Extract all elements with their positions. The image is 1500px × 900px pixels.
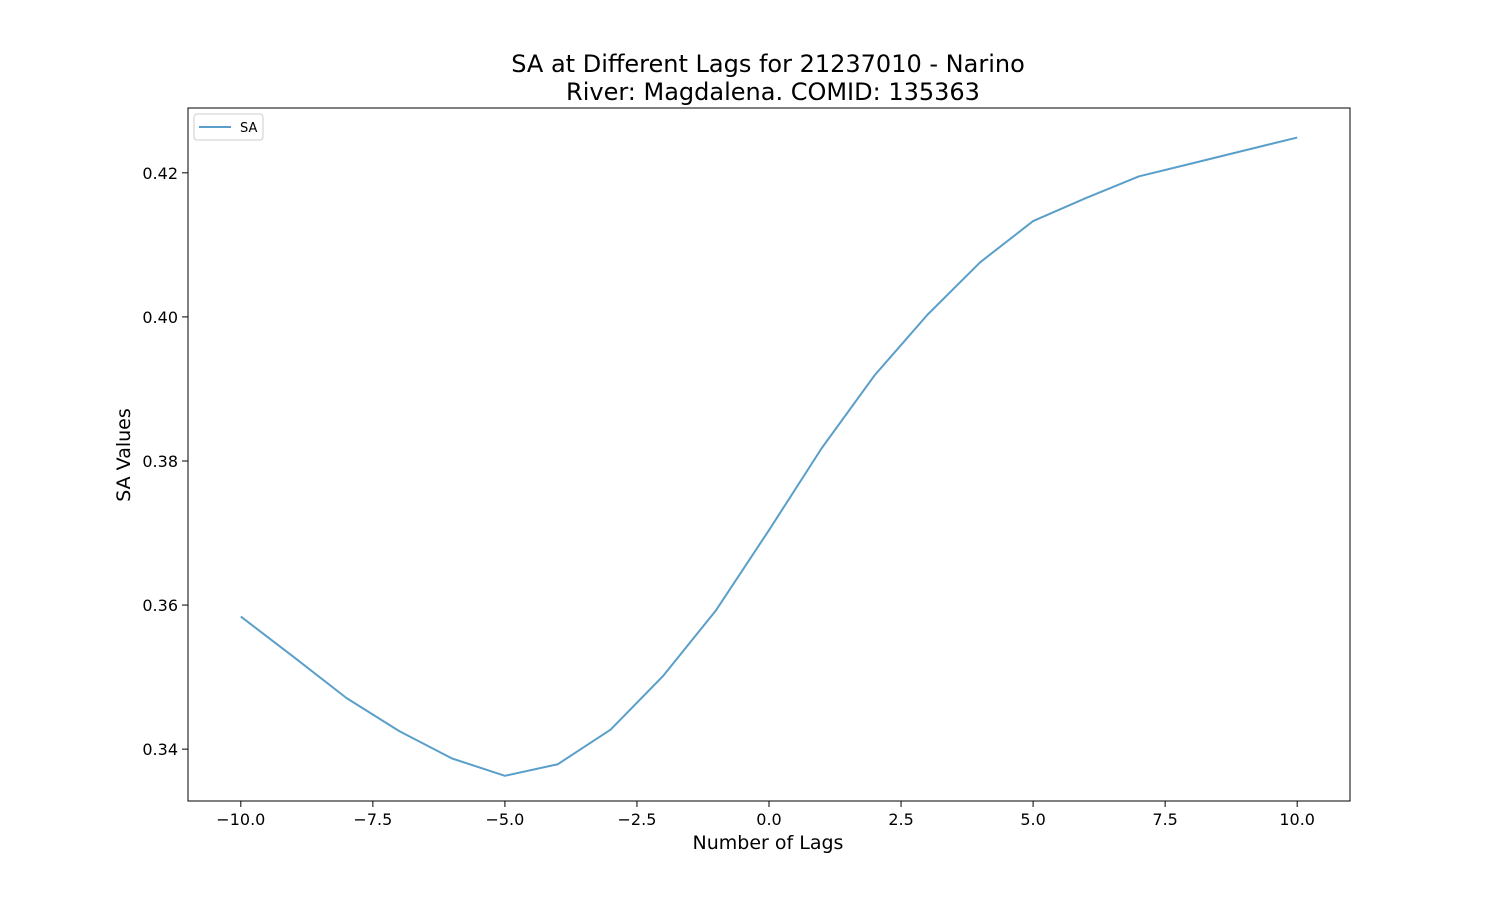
series-line-sa <box>240 136 1298 777</box>
x-axis: −10.0 −7.5 −5.0 −2.5 0.0 2.5 5.0 7.5 10.0 <box>216 801 1315 829</box>
y-axis-label: SA Values <box>113 408 135 502</box>
y-axis: 0.34 0.36 0.38 0.40 0.42 <box>142 164 188 759</box>
x-tick-label: 10.0 <box>1279 810 1315 829</box>
y-tick-label: 0.36 <box>142 596 178 615</box>
chart-title-line-2: River: Magdalena. COMID: 135363 <box>566 78 980 106</box>
x-axis-label: Number of Lags <box>693 832 844 854</box>
chart-title-line-1: SA at Different Lags for 21237010 - Nari… <box>511 50 1025 78</box>
legend: SA <box>193 113 264 141</box>
plot-frame <box>187 107 1351 802</box>
y-tick-label: 0.42 <box>142 164 178 183</box>
x-tick-label: −2.5 <box>618 810 657 829</box>
x-tick-label: 7.5 <box>1152 810 1177 829</box>
legend-entry: SA <box>240 121 257 136</box>
plot-area <box>187 107 1351 802</box>
y-tick-label: 0.34 <box>142 740 178 759</box>
x-tick-label: −5.0 <box>485 810 524 829</box>
y-tick-label: 0.40 <box>142 308 178 327</box>
x-tick-label: 2.5 <box>888 810 913 829</box>
x-tick-label: −7.5 <box>353 810 392 829</box>
x-tick-label: 5.0 <box>1020 810 1045 829</box>
series-layer <box>240 136 1298 777</box>
y-tick-label: 0.38 <box>142 452 178 471</box>
x-tick-label: −10.0 <box>216 810 265 829</box>
x-tick-label: 0.0 <box>756 810 781 829</box>
